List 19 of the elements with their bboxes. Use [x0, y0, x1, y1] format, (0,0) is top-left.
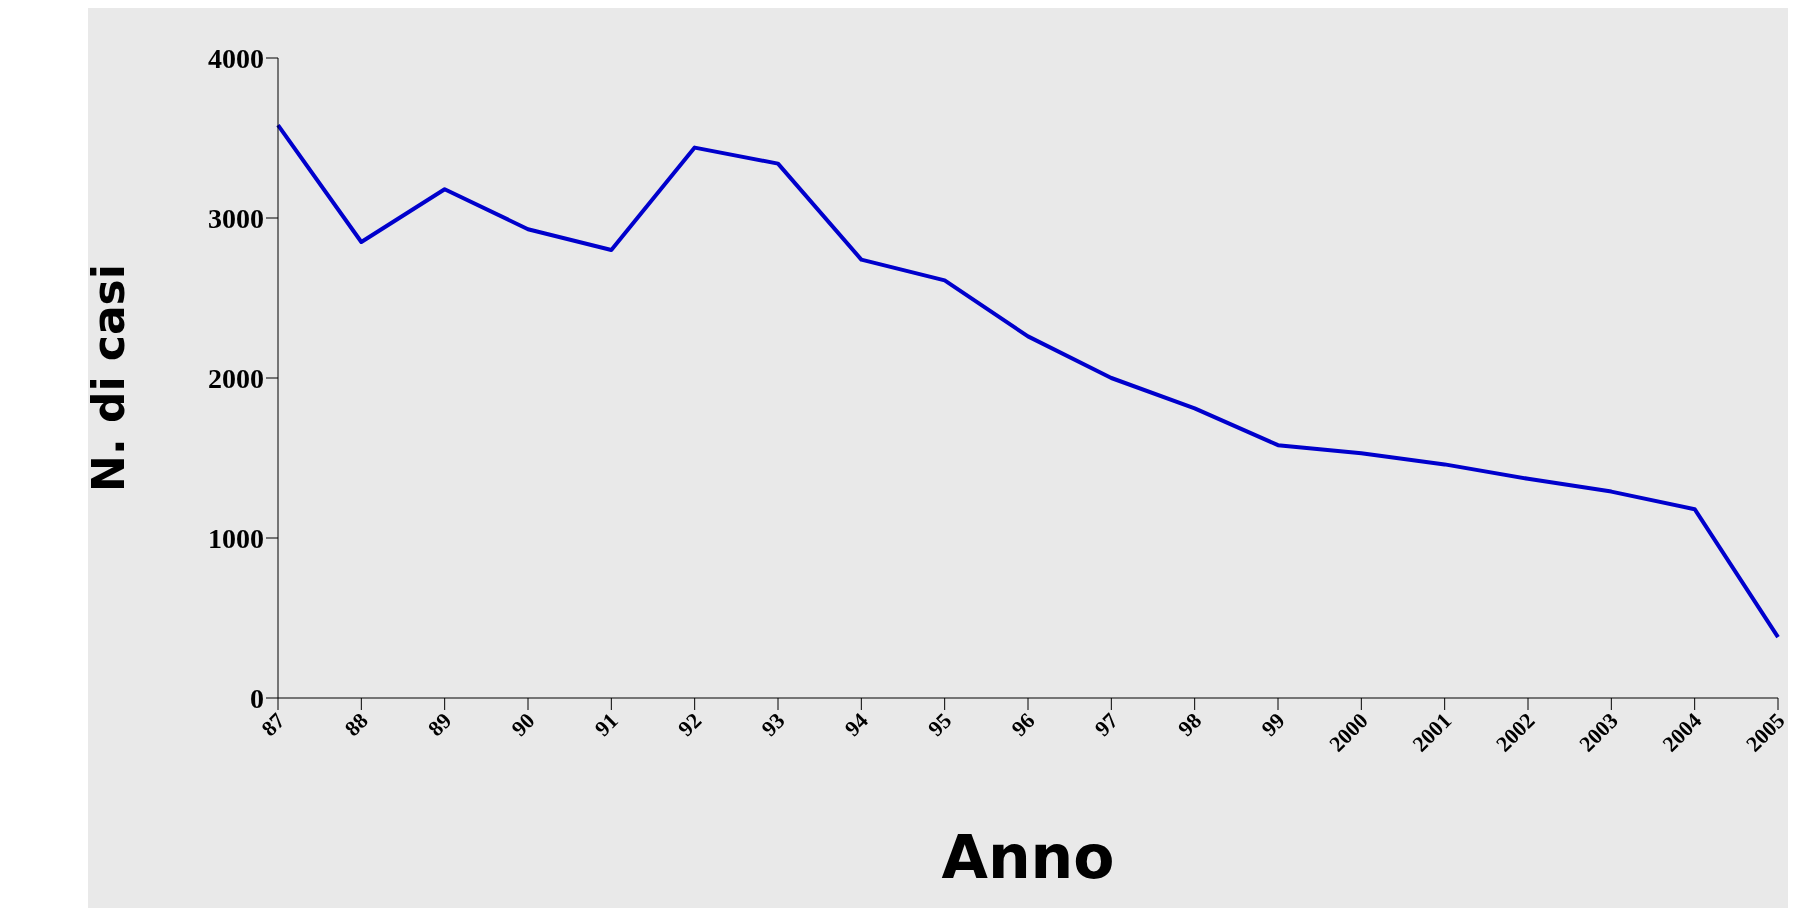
- x-tick-label: 91: [589, 707, 623, 742]
- x-tick-label: 89: [422, 707, 457, 742]
- y-tick-label: 2000: [208, 362, 264, 394]
- x-tick-label: 98: [1172, 707, 1207, 742]
- x-tick-label: 96: [1006, 707, 1040, 742]
- x-tick-label: 88: [339, 707, 373, 742]
- x-tick-label: 94: [839, 707, 873, 742]
- x-tick-label: 95: [922, 707, 957, 742]
- x-tick-label: 97: [1089, 707, 1123, 742]
- y-tick-label: 4000: [208, 42, 264, 74]
- y-tick-label: 1000: [208, 522, 264, 554]
- x-tick-label: 90: [506, 707, 540, 742]
- x-tick-label: 93: [756, 707, 790, 742]
- x-tick-label: 92: [672, 707, 707, 742]
- y-axis-title: N. di casi: [82, 264, 134, 492]
- x-axis-title: Anno: [941, 822, 1115, 892]
- y-tick-label: 3000: [208, 202, 264, 234]
- line-series: [276, 123, 1780, 640]
- x-tick-label: 99: [1256, 707, 1290, 742]
